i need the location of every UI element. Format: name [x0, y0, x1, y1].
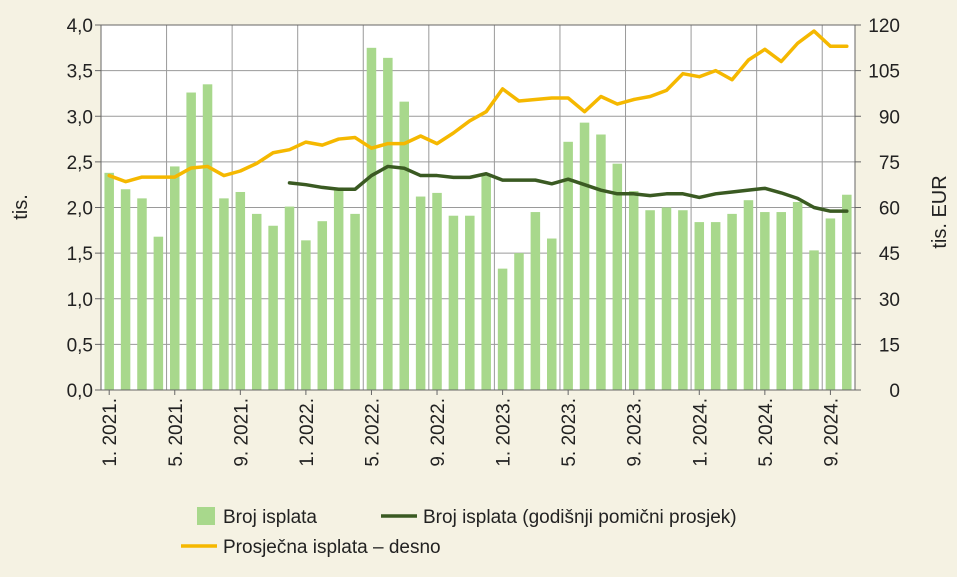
x-axis-ticks: 1. 2021. 5. 2021. 9. 2021. 1. 2022. 5. 2022.…: [100, 390, 842, 467]
bar: [612, 163, 623, 390]
right-axis-ticks: 0 15 30 45 60 75 90 105 120: [855, 16, 900, 402]
bar: [268, 225, 278, 390]
bar: [678, 210, 688, 390]
bar: [383, 57, 393, 390]
tick-label-x: 1. 2021.: [100, 398, 121, 467]
tick-label-left: 0,5: [67, 335, 93, 356]
bar: [186, 92, 196, 391]
tick-label-x: 5. 2023.: [559, 398, 580, 467]
tick-label-left: 0,0: [67, 381, 93, 402]
bar: [547, 238, 557, 390]
tick-label-right: 15: [879, 335, 900, 356]
legend-label-bars: Broj isplata: [223, 507, 317, 528]
tick-label-left: 3,5: [67, 62, 93, 83]
bar: [284, 206, 295, 390]
bar: [481, 175, 491, 390]
tick-label-right: 105: [868, 62, 900, 83]
tick-label-right: 75: [879, 153, 900, 174]
tick-label-right: 0: [889, 381, 900, 402]
bar: [366, 47, 377, 390]
tick-label-x: 1. 2024.: [690, 398, 711, 467]
tick-label-left: 2,5: [67, 153, 93, 174]
bar: [727, 213, 737, 390]
bar: [448, 215, 459, 390]
bar: [809, 250, 819, 390]
bar: [743, 200, 754, 390]
tick-label-right: 30: [879, 290, 900, 311]
bar: [432, 192, 442, 390]
bar: [202, 84, 213, 390]
tick-label-x: 9. 2023.: [625, 398, 646, 467]
series-line-average-payment: [107, 29, 849, 184]
bar: [333, 187, 344, 390]
tick-label-right: 60: [879, 199, 900, 220]
tick-label-left: 4,0: [67, 16, 93, 37]
tick-label-x: 5. 2021.: [166, 398, 187, 467]
legend: Broj isplata Broj isplata (godišnji pomi…: [181, 507, 737, 558]
tick-label-left: 2,0: [67, 199, 93, 220]
tick-label-left: 1,5: [67, 244, 93, 265]
tick-label-right: 90: [879, 107, 900, 128]
bar: [825, 218, 836, 390]
tick-label-x: 5. 2022.: [362, 398, 383, 467]
bar: [235, 191, 246, 390]
tick-label-x: 9. 2021.: [231, 398, 252, 467]
bar: [628, 191, 639, 390]
bar: [563, 141, 573, 390]
bar: [301, 240, 311, 390]
right-axis-title: tis. EUR: [929, 175, 951, 248]
bar: [530, 212, 541, 390]
bar: [645, 210, 655, 390]
tick-label-left: 1,0: [67, 290, 93, 311]
bar: [579, 122, 590, 390]
legend-label-avg: Broj isplata (godišnji pomični prosjek): [423, 507, 737, 528]
bar: [415, 196, 426, 390]
tick-label-x: 9. 2022.: [428, 398, 449, 467]
tick-label-x: 5. 2024.: [756, 398, 777, 467]
bar-series: [104, 47, 852, 391]
bar: [251, 213, 262, 390]
tick-label-right: 45: [879, 244, 900, 265]
bar: [399, 101, 409, 391]
bar: [153, 236, 164, 390]
bar: [710, 222, 721, 390]
bar: [497, 268, 508, 390]
bar: [694, 222, 705, 390]
bar: [661, 207, 672, 390]
tick-label-x: 9. 2024.: [821, 398, 842, 467]
line-series: [107, 29, 849, 213]
left-axis-title: tis.: [10, 194, 32, 220]
left-axis-ticks: 0,0 0,5 1,0 1,5 2,0 2,5 3,0 3,5 4,0: [67, 16, 101, 402]
bar: [596, 134, 606, 390]
bar: [842, 194, 852, 390]
series-line-moving-average: [287, 164, 849, 213]
tick-label-x: 1. 2023.: [494, 398, 515, 467]
bar: [317, 221, 328, 390]
bar: [350, 213, 360, 390]
bar: [792, 202, 803, 390]
tick-label-x: 1. 2022.: [297, 398, 318, 467]
bar: [137, 198, 147, 390]
bar: [219, 198, 229, 390]
bar: [760, 212, 770, 390]
bar: [465, 215, 475, 390]
bar: [104, 172, 114, 390]
bar: [170, 166, 180, 390]
tick-label-right: 120: [868, 16, 900, 37]
legend-swatch-bars: [197, 507, 215, 525]
bar: [514, 253, 524, 390]
bar: [120, 189, 131, 390]
bar: [776, 212, 786, 390]
legend-label-payment: Prosječna isplata – desno: [223, 537, 441, 558]
tick-label-left: 3,0: [67, 107, 93, 128]
